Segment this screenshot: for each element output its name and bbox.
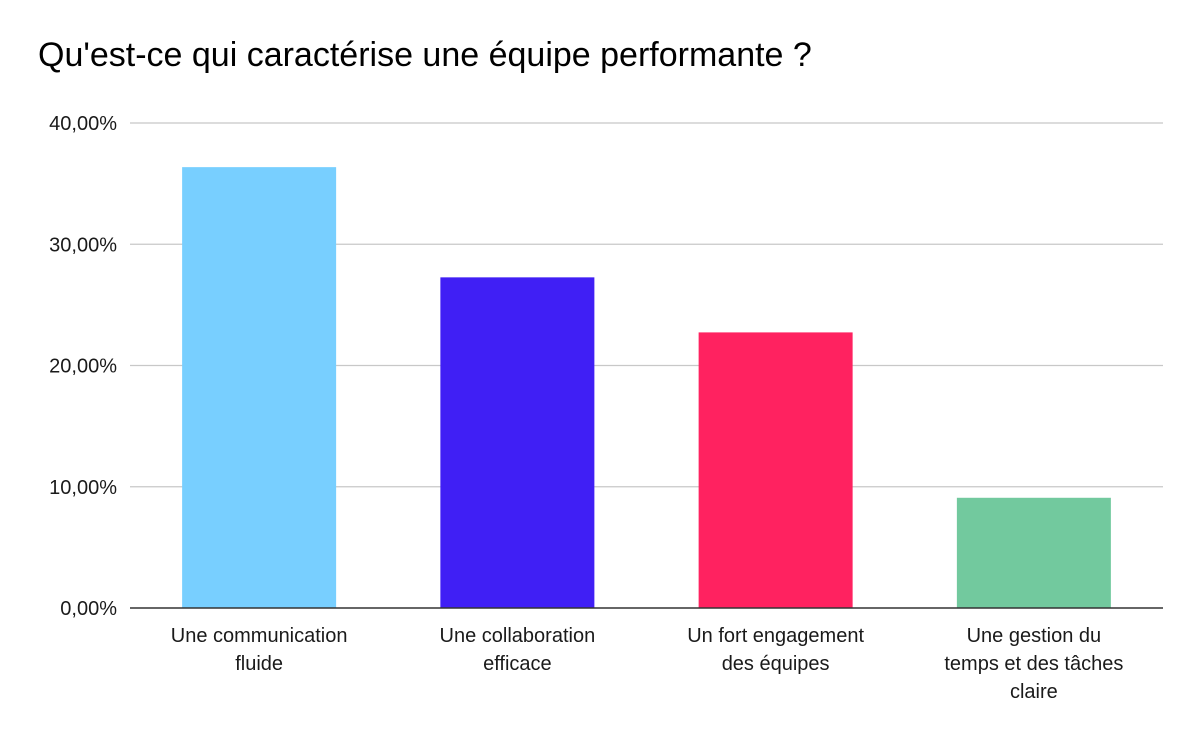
x-tick-label: Une gestion du temps et des tâches claire	[944, 625, 1123, 703]
y-tick-label: 20,00%	[49, 356, 117, 378]
x-axis-ticks: Une communication fluide Une collaboration…	[171, 625, 1124, 703]
chart-title: Qu'est-ce qui caractérise une équipe per…	[38, 36, 812, 74]
y-tick-label: 10,00%	[49, 477, 117, 499]
x-tick-label: Une collaboration efficace	[440, 625, 596, 675]
y-tick-label: 0,00%	[60, 598, 117, 620]
x-tick-label: Un fort engagement des équipes	[687, 625, 864, 675]
bars	[182, 167, 1111, 608]
bar	[440, 277, 595, 608]
y-tick-label: 30,00%	[49, 234, 117, 256]
bar	[182, 167, 337, 608]
y-tick-label: 40,00%	[49, 113, 117, 135]
bar	[698, 332, 853, 608]
x-tick-label: Une communication fluide	[171, 625, 348, 675]
bar	[956, 497, 1111, 608]
y-axis-ticks: 0,00% 10,00% 20,00% 30,00% 40,00%	[49, 113, 117, 620]
